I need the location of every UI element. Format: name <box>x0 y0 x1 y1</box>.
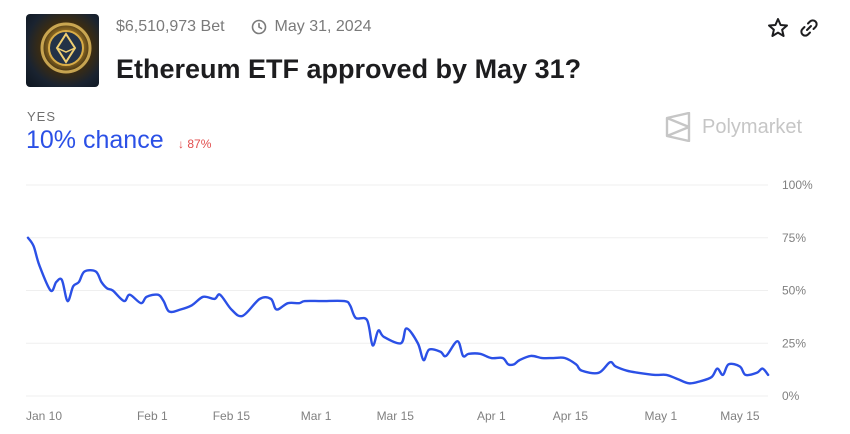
market-image <box>26 14 99 87</box>
polymarket-logo-icon <box>665 112 691 142</box>
y-tick-label: 50% <box>782 284 806 298</box>
star-icon <box>768 18 788 37</box>
x-tick-label: May 15 <box>720 409 760 423</box>
x-tick-label: Mar 15 <box>377 409 415 423</box>
polymarket-logo: Polymarket <box>664 112 802 142</box>
favorite-button[interactable] <box>766 16 790 40</box>
x-tick-label: Apr 1 <box>477 409 506 423</box>
ethereum-coin-image <box>40 22 92 74</box>
clock-icon <box>251 19 266 35</box>
x-tick-label: Jan 10 <box>26 409 62 423</box>
brand-name: Polymarket <box>702 115 803 138</box>
x-tick-label: Mar 1 <box>301 409 332 423</box>
change-value: 87% <box>187 137 212 151</box>
link-icon <box>800 19 818 37</box>
y-tick-label: 75% <box>782 231 806 245</box>
x-tick-label: Feb 15 <box>213 409 251 423</box>
yes-price-line <box>26 236 770 385</box>
chance-value: 10% chance <box>26 126 164 154</box>
x-tick-label: Apr 15 <box>553 409 589 423</box>
y-tick-label: 0% <box>782 389 800 403</box>
market-title: Ethereum ETF approved by May 31? <box>116 54 582 84</box>
end-date-text: May 31, 2024 <box>274 18 372 35</box>
outcome-label: YES <box>27 109 57 124</box>
x-tick-label: May 1 <box>644 409 677 423</box>
change-indicator: ↓ 87% <box>178 137 211 151</box>
y-tick-label: 100% <box>782 178 813 192</box>
copy-link-button[interactable] <box>797 16 821 40</box>
y-tick-label: 25% <box>782 336 806 350</box>
x-tick-label: Feb 1 <box>137 409 168 423</box>
market-meta: $6,510,973 Bet May 31, 2024 <box>116 18 372 36</box>
volume-text: $6,510,973 Bet <box>116 18 225 35</box>
arrow-down-icon: ↓ <box>178 137 184 151</box>
